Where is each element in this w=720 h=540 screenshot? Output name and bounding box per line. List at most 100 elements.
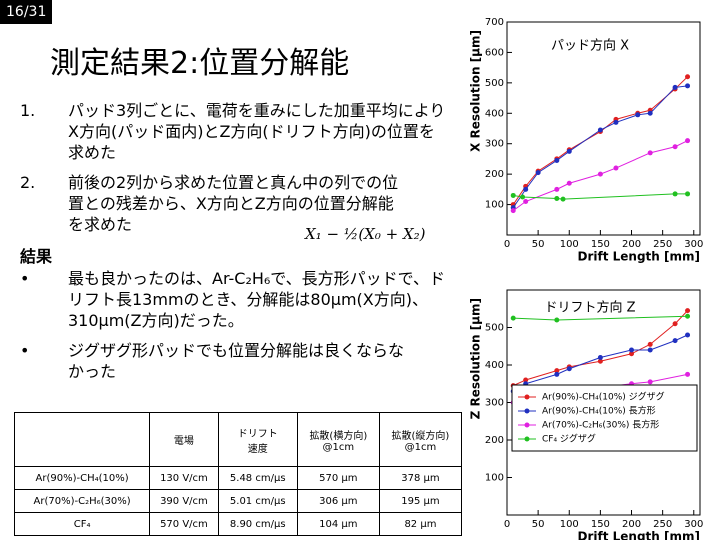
y-tick-label: 300 — [485, 139, 504, 150]
data-point — [597, 355, 603, 360]
x-tick-label: 300 — [684, 519, 703, 530]
marker: • — [20, 269, 30, 288]
legend-label: Ar(90%)-CH₄(10%) 長方形 — [542, 405, 656, 417]
data-point — [613, 119, 619, 125]
data-point — [566, 180, 572, 186]
legend-label: CF₄ ジグザグ — [542, 433, 596, 445]
data-point — [629, 351, 635, 357]
chart-title: ドリフト方向 Z — [544, 300, 635, 316]
slide-title: 測定結果2:位置分解能 — [50, 46, 350, 81]
cell: 130 V/cm — [149, 466, 219, 491]
y-tick-label: 200 — [485, 435, 504, 446]
data-point — [672, 321, 678, 327]
x-tick-label: 250 — [653, 239, 672, 250]
data-point — [523, 186, 529, 192]
x-tick-label: 0 — [504, 239, 510, 250]
data-point — [554, 317, 560, 323]
data-point — [685, 74, 691, 80]
marker: 1. — [20, 101, 36, 120]
data-point — [554, 371, 560, 377]
x-tick-label: 200 — [622, 519, 641, 530]
marker: 2. — [20, 173, 36, 192]
results-heading: 結果 — [20, 247, 53, 266]
x-tick-label: 100 — [560, 239, 579, 250]
series-line — [513, 310, 688, 387]
header-cell: 拡散(縦方向) @1cm — [378, 411, 463, 468]
cell: 8.90 cm/μs — [217, 512, 298, 536]
legend-marker — [524, 422, 530, 428]
data-point — [647, 110, 653, 116]
header-cell: 電場 — [149, 411, 219, 468]
x-tick-label: 300 — [684, 239, 703, 250]
item-text: パッド3列ごとに、電荷を重みにした加重平均によりX方向(パッド面内)とZ方向(ド… — [68, 101, 446, 162]
y-axis-label: Z Resolution [μm] — [469, 298, 483, 419]
data-point — [520, 194, 526, 200]
data-point — [685, 191, 691, 197]
list-item: 2. 前後の2列から求めた位置と真ん中の列での位置との残差から、X方向とZ方向の位… — [20, 172, 450, 235]
legend-label: Ar(70%)-C₂H₆(30%) 長方形 — [542, 419, 659, 431]
x-tick-label: 50 — [532, 519, 545, 530]
page-number: 16/31 — [0, 0, 53, 24]
list-item: • 最も良かったのは、Ar-C₂H₆で、長方形パッドで、ドリフト長13mmのとき、… — [20, 268, 450, 331]
data-point — [685, 83, 691, 89]
data-point — [597, 358, 603, 364]
data-point — [523, 377, 529, 383]
data-point — [560, 196, 566, 202]
legend-marker — [524, 394, 530, 400]
item-text: ジグザグ形パッドでも位置分解能は良くならなかった — [68, 341, 405, 381]
x-tick-label: 250 — [653, 519, 672, 530]
data-point — [566, 366, 572, 372]
table: 電場 ドリフト 速度 拡散(横方向) @1cm 拡散(縦方向) @1cm Ar(90%)… — [13, 411, 463, 536]
x-tick-label: 200 — [622, 239, 641, 250]
y-tick-label: 500 — [485, 323, 504, 334]
list-item: 1. パッド3列ごとに、電荷を重みにした加重平均によりX方向(パッド面内)とZ方向… — [20, 100, 450, 163]
row: Ar(70%)-C₂H₆(30%) 390 V/cm 5.01 cm/μs 306 μ… — [13, 489, 463, 514]
data-point — [597, 171, 603, 177]
data-point — [597, 127, 603, 133]
data-point — [510, 315, 516, 321]
y-tick-label: 400 — [485, 108, 504, 119]
legend-marker — [524, 408, 530, 414]
data-point — [629, 347, 635, 353]
data-point — [566, 148, 572, 154]
plot-frame — [506, 21, 701, 236]
x-tick-label: 50 — [532, 239, 545, 250]
data-point — [554, 368, 560, 374]
data-point — [613, 165, 619, 171]
legend — [511, 384, 698, 452]
data-point — [554, 157, 560, 163]
data-point — [554, 186, 560, 192]
y-tick-label: 600 — [485, 47, 504, 58]
x-tick-label: 0 — [504, 519, 510, 530]
header-cell — [13, 411, 151, 468]
marker: • — [20, 341, 30, 360]
row: Ar(90%)-CH₄(10%) 130 V/cm 5.48 cm/μs 570 μm… — [13, 466, 463, 491]
formula: X₁ − ½(X₀ + X₂) — [305, 225, 426, 243]
data-point — [523, 199, 529, 205]
x-axis-label: Drift Length [mm] — [578, 530, 700, 540]
cell: 82 μm — [378, 512, 463, 536]
data-point — [647, 379, 653, 385]
list-item: • ジグザグ形パッドでも位置分解能は良くならなかった — [20, 340, 450, 382]
data-point — [510, 208, 516, 214]
data-point — [554, 195, 560, 201]
x-tick-label: 100 — [560, 519, 579, 530]
data-point — [535, 170, 541, 176]
y-tick-label: 100 — [485, 200, 504, 211]
x-tick-label: 150 — [591, 239, 610, 250]
x-axis-label: Drift Length [mm] — [578, 250, 700, 264]
y-tick-label: 200 — [485, 169, 504, 180]
row: CF₄ 570 V/cm 8.90 cm/μs 104 μm 82 μm — [13, 512, 463, 536]
data-point — [672, 84, 678, 90]
data-point — [672, 144, 678, 150]
data-point — [510, 192, 516, 198]
chart-title: パッド方向 X — [551, 38, 629, 54]
data-point — [647, 150, 653, 156]
data-point — [647, 347, 653, 353]
y-tick-label: 100 — [485, 473, 504, 484]
legend-label: Ar(90%)-CH₄(10%) ジグザグ — [542, 391, 665, 403]
header-cell: 拡散(横方向) @1cm — [296, 411, 380, 468]
data-point — [672, 191, 678, 197]
data-point — [685, 308, 691, 314]
